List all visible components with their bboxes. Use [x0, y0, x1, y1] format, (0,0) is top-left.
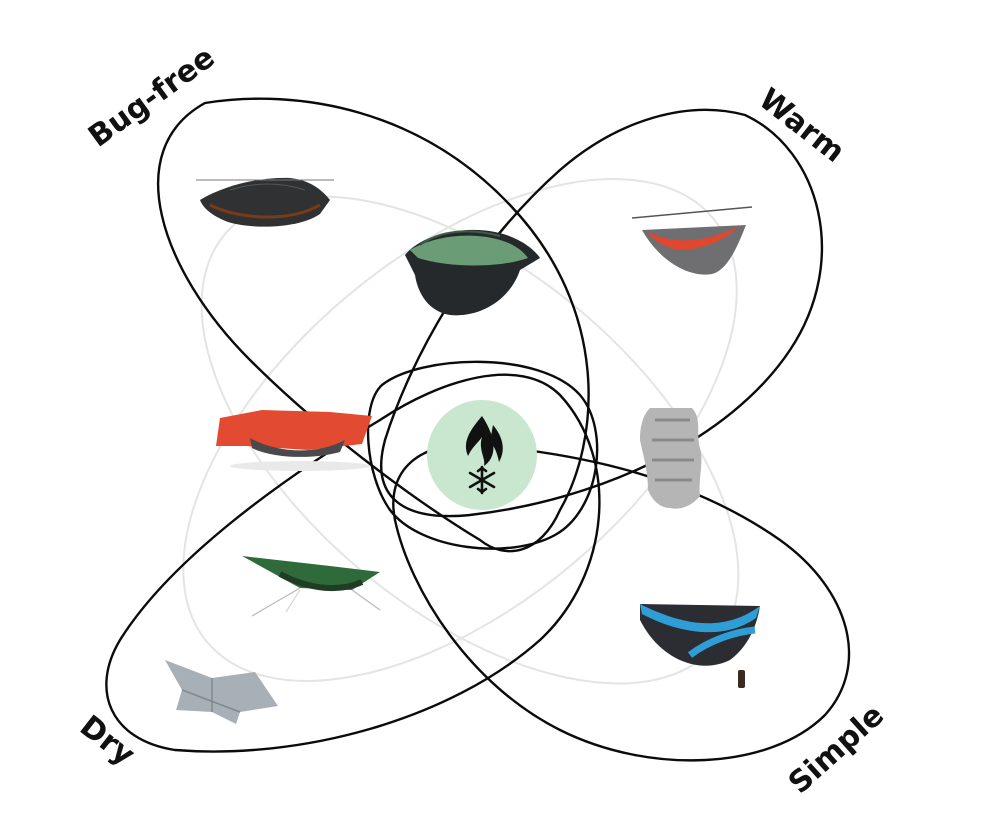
simple-ring	[392, 443, 851, 762]
warm-label: Warm	[752, 82, 851, 170]
simple-label: Simple	[782, 698, 891, 801]
core-ring	[366, 360, 599, 550]
bug-net-hammock-icon	[196, 177, 334, 227]
tarp-hammock-icon	[216, 410, 372, 471]
underquilt-hammock-icon	[631, 206, 753, 275]
bug-free-ring	[157, 97, 590, 553]
warm-ring	[380, 108, 824, 518]
green-tarp-hammock-icon	[242, 556, 381, 617]
category-rings	[105, 97, 851, 762]
campfire-snowflake-icon	[465, 416, 503, 495]
center-circle	[427, 400, 537, 510]
bug-free-label: Bug-free	[82, 40, 221, 155]
grey-tarp-icon	[165, 660, 278, 724]
insulated-sleeping-pad-icon	[640, 408, 702, 509]
dry-label: Dry	[73, 709, 142, 773]
simple-hammock-icon	[640, 604, 760, 688]
center-badge	[427, 400, 537, 510]
dry-ring	[105, 373, 601, 753]
all-in-one-hammock-icon	[405, 229, 540, 316]
